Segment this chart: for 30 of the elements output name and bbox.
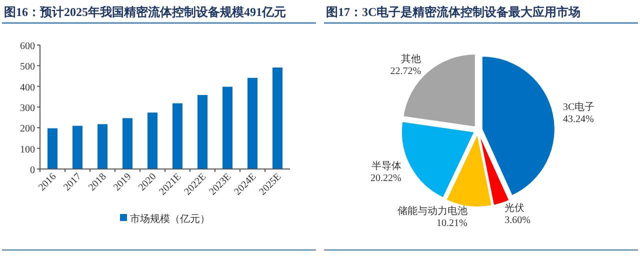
bar xyxy=(272,68,282,169)
y-tick-label: 200 xyxy=(20,124,35,135)
slice-label: 储能与动力电池 xyxy=(397,206,468,218)
chart-title: 图16：预计2025年我国精密流体控制设备规模491亿元 xyxy=(4,5,286,19)
data-label: 10.21% xyxy=(436,218,468,230)
slice-label: 光伏 xyxy=(504,202,525,214)
bar xyxy=(72,126,82,169)
legend-label: 市场规模（亿元） xyxy=(130,213,210,225)
bar xyxy=(98,124,108,169)
y-tick-label: 500 xyxy=(20,62,35,73)
bar xyxy=(248,78,258,169)
bar xyxy=(122,118,132,169)
chart-title: 图17：3C电子是精密流体控制设备最大应用市场 xyxy=(326,5,581,19)
bar xyxy=(48,128,58,169)
bar xyxy=(172,103,182,169)
y-tick-label: 400 xyxy=(20,82,35,94)
slice-label: 3C电子 xyxy=(563,102,595,113)
y-tick-label: 0 xyxy=(30,165,35,176)
data-label: 20.22% xyxy=(370,173,402,184)
y-tick-label: 300 xyxy=(20,103,35,114)
data-label: 43.24% xyxy=(563,114,594,125)
y-tick-label: 100 xyxy=(20,144,35,156)
y-tick-label: 600 xyxy=(20,41,35,52)
bar xyxy=(148,112,158,169)
slice-label: 其他 xyxy=(401,54,422,66)
slice-label: 半导体 xyxy=(371,161,402,172)
data-label: 22.72% xyxy=(390,66,422,78)
bar xyxy=(198,95,208,169)
data-label: 3.60% xyxy=(504,214,530,226)
bar xyxy=(222,86,232,169)
